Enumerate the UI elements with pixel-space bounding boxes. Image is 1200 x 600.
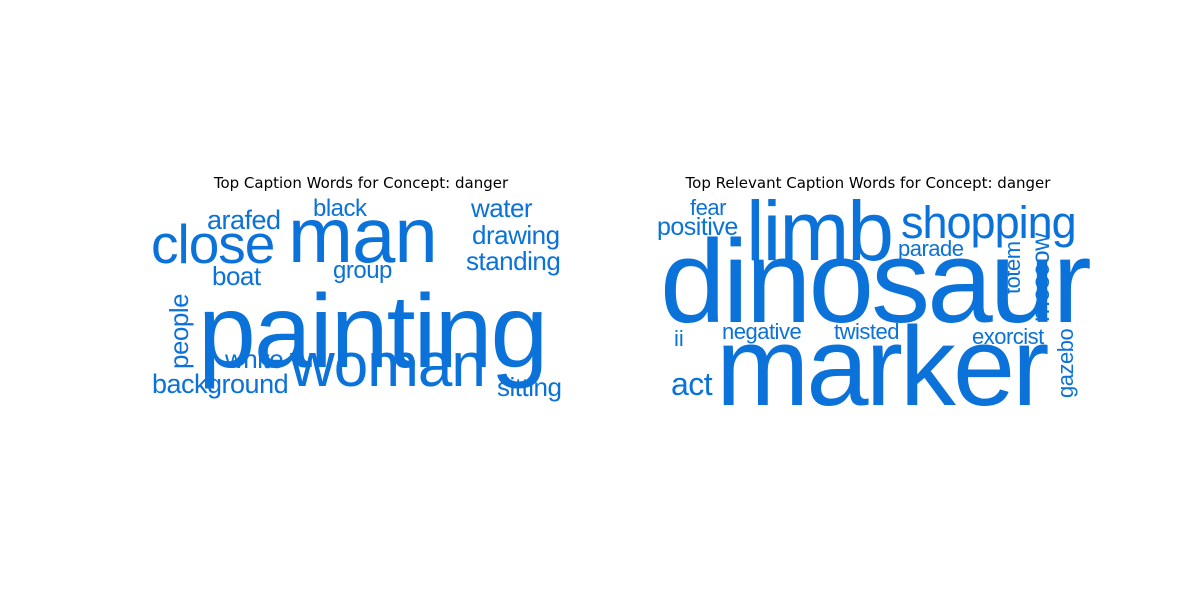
word-dinosaur: dinosaur (660, 216, 1090, 348)
word-parade: parade (898, 236, 964, 261)
word-background: background (152, 369, 288, 399)
word-people: people (164, 294, 194, 369)
word-limb: limb (746, 184, 892, 278)
word-boat: boat (212, 261, 262, 291)
word-close: close (151, 213, 274, 275)
word-group: group (333, 257, 392, 284)
word-shopping: shopping (901, 197, 1076, 248)
word-arafed: arafed (207, 205, 281, 235)
word-exorcist: exorcist (972, 324, 1044, 349)
word-act: act (671, 366, 713, 402)
word-white: white (224, 344, 283, 374)
word-water: water (470, 193, 533, 223)
word-drawing: drawing (472, 220, 560, 250)
word-black: black (313, 195, 368, 222)
word-gazebo: gazebo (1053, 329, 1078, 398)
word-painting: painting (198, 274, 546, 390)
right-cloud-title: Top Relevant Caption Words for Concept: … (685, 174, 1051, 192)
word-totem: totem (1000, 241, 1025, 294)
word-marker: marker (716, 304, 1048, 429)
word-fear: fear (690, 195, 726, 220)
word-man: man (288, 191, 437, 279)
left-cloud-title: Top Caption Words for Concept: danger (213, 174, 509, 192)
word-moscow: moscow (1027, 232, 1055, 322)
word-twisted: twisted (834, 319, 899, 344)
word-standing: standing (466, 246, 560, 276)
word-sitting: sitting (497, 372, 561, 402)
word-woman: woman (289, 331, 485, 400)
word-positive: positive (657, 213, 738, 241)
word-ii: ii (674, 326, 684, 351)
word-negative: negative (722, 319, 801, 344)
